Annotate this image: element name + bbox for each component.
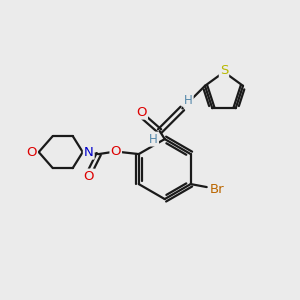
Text: O: O xyxy=(83,169,94,183)
Text: H: H xyxy=(184,94,193,107)
Text: Br: Br xyxy=(209,183,224,196)
Text: O: O xyxy=(136,106,147,118)
Text: O: O xyxy=(26,146,37,159)
Text: S: S xyxy=(220,64,228,76)
Text: H: H xyxy=(149,133,158,146)
Text: O: O xyxy=(110,145,121,158)
Text: N: N xyxy=(84,146,94,159)
